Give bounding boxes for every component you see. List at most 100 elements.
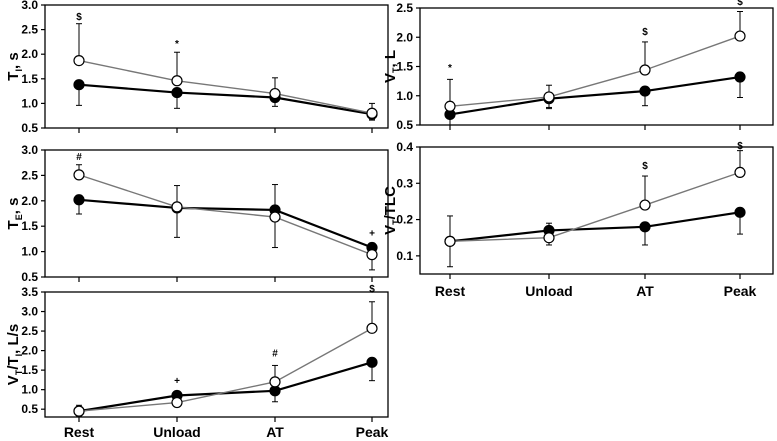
data-point-open	[269, 376, 281, 388]
y-axis-label-sub: T	[14, 369, 24, 375]
y-axis-label: VT/TLC	[382, 186, 401, 235]
data-point-open	[734, 166, 746, 178]
data-point-filled	[73, 79, 85, 91]
y-tick-label: 0.5	[21, 270, 38, 284]
x-category-label: AT	[636, 283, 654, 299]
x-category-label: Unload	[525, 283, 572, 299]
y-axis-label: VT/TI, L/s	[5, 324, 24, 385]
y-tick-label: 2.0	[396, 30, 413, 44]
plot-frame	[419, 7, 774, 126]
data-point-filled	[639, 85, 651, 97]
series-line-open	[78, 59, 373, 114]
data-point-filled	[366, 356, 378, 368]
y-tick-label: 2.0	[21, 344, 38, 358]
y-axis-label-sub: T	[391, 67, 401, 73]
data-point-open	[171, 75, 183, 87]
data-point-open	[444, 100, 456, 112]
y-tick-label: 3.0	[21, 305, 38, 319]
panel-vtti: 0.5 1.0 1.5 2.0 2.5 3.0 3.5 Rest Unload AT Peak VT/…	[5, 284, 389, 440]
data-point-open	[543, 91, 555, 103]
significance-marker: #	[272, 348, 278, 359]
data-point-open	[366, 249, 378, 261]
y-axis-label-main: T	[5, 220, 22, 229]
y-axis-label-tail: /TLC	[382, 186, 399, 219]
x-category-label: Peak	[356, 424, 389, 440]
data-point-open	[73, 54, 85, 67]
y-axis-label-tail: /T	[5, 356, 22, 369]
panel-vt: 0.5 1.0 1.5 2.0 2.5 VT, L * $ $	[382, 0, 774, 132]
series-line-open	[78, 327, 373, 412]
data-point-filled	[734, 206, 746, 218]
data-point-open	[639, 64, 651, 76]
y-tick-label: 1.5	[21, 363, 38, 377]
significance-marker: #	[76, 152, 82, 163]
y-axis-label-tail: , s	[5, 52, 22, 69]
data-point-open	[171, 396, 183, 409]
y-tick-label: 2.5	[21, 23, 38, 37]
series-line-filled	[449, 75, 741, 116]
y-tick-label: 2.5	[21, 324, 38, 338]
y-axis-label-tail2: , L/s	[5, 324, 22, 354]
x-category-label: Peak	[724, 283, 757, 299]
data-point-open	[269, 211, 281, 223]
y-tick-label: 2.0	[21, 194, 38, 208]
data-point-open	[639, 199, 651, 211]
series-line-filled	[449, 211, 741, 243]
y-tick-label: 1.5	[21, 219, 38, 233]
data-point-open	[543, 232, 555, 244]
y-tick-label: 2.5	[396, 1, 413, 15]
plot-frame	[44, 149, 389, 278]
y-axis-label-main: T	[5, 72, 22, 81]
y-tick-label: 0.5	[21, 402, 38, 416]
y-axis-label-sub: I	[14, 69, 24, 72]
x-category-label: Rest	[64, 424, 95, 440]
data-point-open	[734, 30, 746, 42]
data-point-filled	[171, 86, 183, 99]
y-tick-label: 1.0	[21, 383, 38, 397]
series-line-filled	[78, 83, 373, 116]
data-point-open	[366, 322, 378, 334]
y-axis-label-sub: T	[391, 219, 401, 225]
series-line-open	[78, 174, 373, 256]
series-line-filled	[78, 198, 373, 249]
series-line-open	[449, 171, 741, 243]
data-point-filled	[73, 194, 85, 206]
significance-marker: $	[76, 12, 82, 23]
y-axis-label: TE, s	[5, 198, 24, 230]
y-axis-label-sub2: I	[14, 354, 24, 357]
y-axis-label: VT, L	[382, 50, 401, 83]
significance-marker: +	[369, 228, 375, 239]
x-category-label: Rest	[435, 283, 466, 299]
y-axis-label-sub: E	[14, 214, 24, 220]
significance-marker: *	[175, 39, 179, 50]
y-tick-label: 1.5	[396, 60, 413, 74]
significance-marker: $	[642, 161, 648, 172]
y-tick-label: 1.5	[21, 72, 38, 86]
y-tick-label: 3.5	[21, 285, 38, 299]
y-tick-label: 0.3	[396, 176, 413, 190]
y-tick-label: 2.0	[21, 47, 38, 61]
significance-marker: +	[174, 376, 180, 387]
data-point-open	[73, 169, 85, 181]
plot-frame	[419, 146, 774, 275]
data-point-filled	[734, 71, 746, 83]
y-tick-label: 1.0	[21, 96, 38, 110]
y-axis-label-main: V	[5, 375, 22, 385]
significance-marker: *	[448, 63, 452, 74]
series-line-open	[449, 35, 741, 107]
y-tick-label: 3.0	[21, 0, 38, 12]
series-line-filled	[78, 361, 373, 413]
y-axis-label-tail: , L	[382, 50, 399, 68]
data-point-open	[366, 107, 378, 119]
panel-ti: 0.5 1.0 1.5 2.0 2.5 3.0 TI, s $ *	[5, 0, 389, 135]
data-point-filled	[639, 221, 651, 233]
y-axis-label-main: V	[382, 73, 399, 83]
panel-te: 0.5 1.0 1.5 2.0 2.5 3.0 TE, s # +	[5, 143, 389, 284]
x-category-label: Unload	[153, 424, 200, 440]
y-tick-label: 1.0	[21, 245, 38, 259]
y-tick-label: 0.1	[396, 249, 413, 263]
y-tick-label: 0.5	[396, 118, 413, 132]
y-tick-label: 0.5	[21, 121, 38, 135]
y-tick-label: 0.4	[396, 140, 413, 154]
